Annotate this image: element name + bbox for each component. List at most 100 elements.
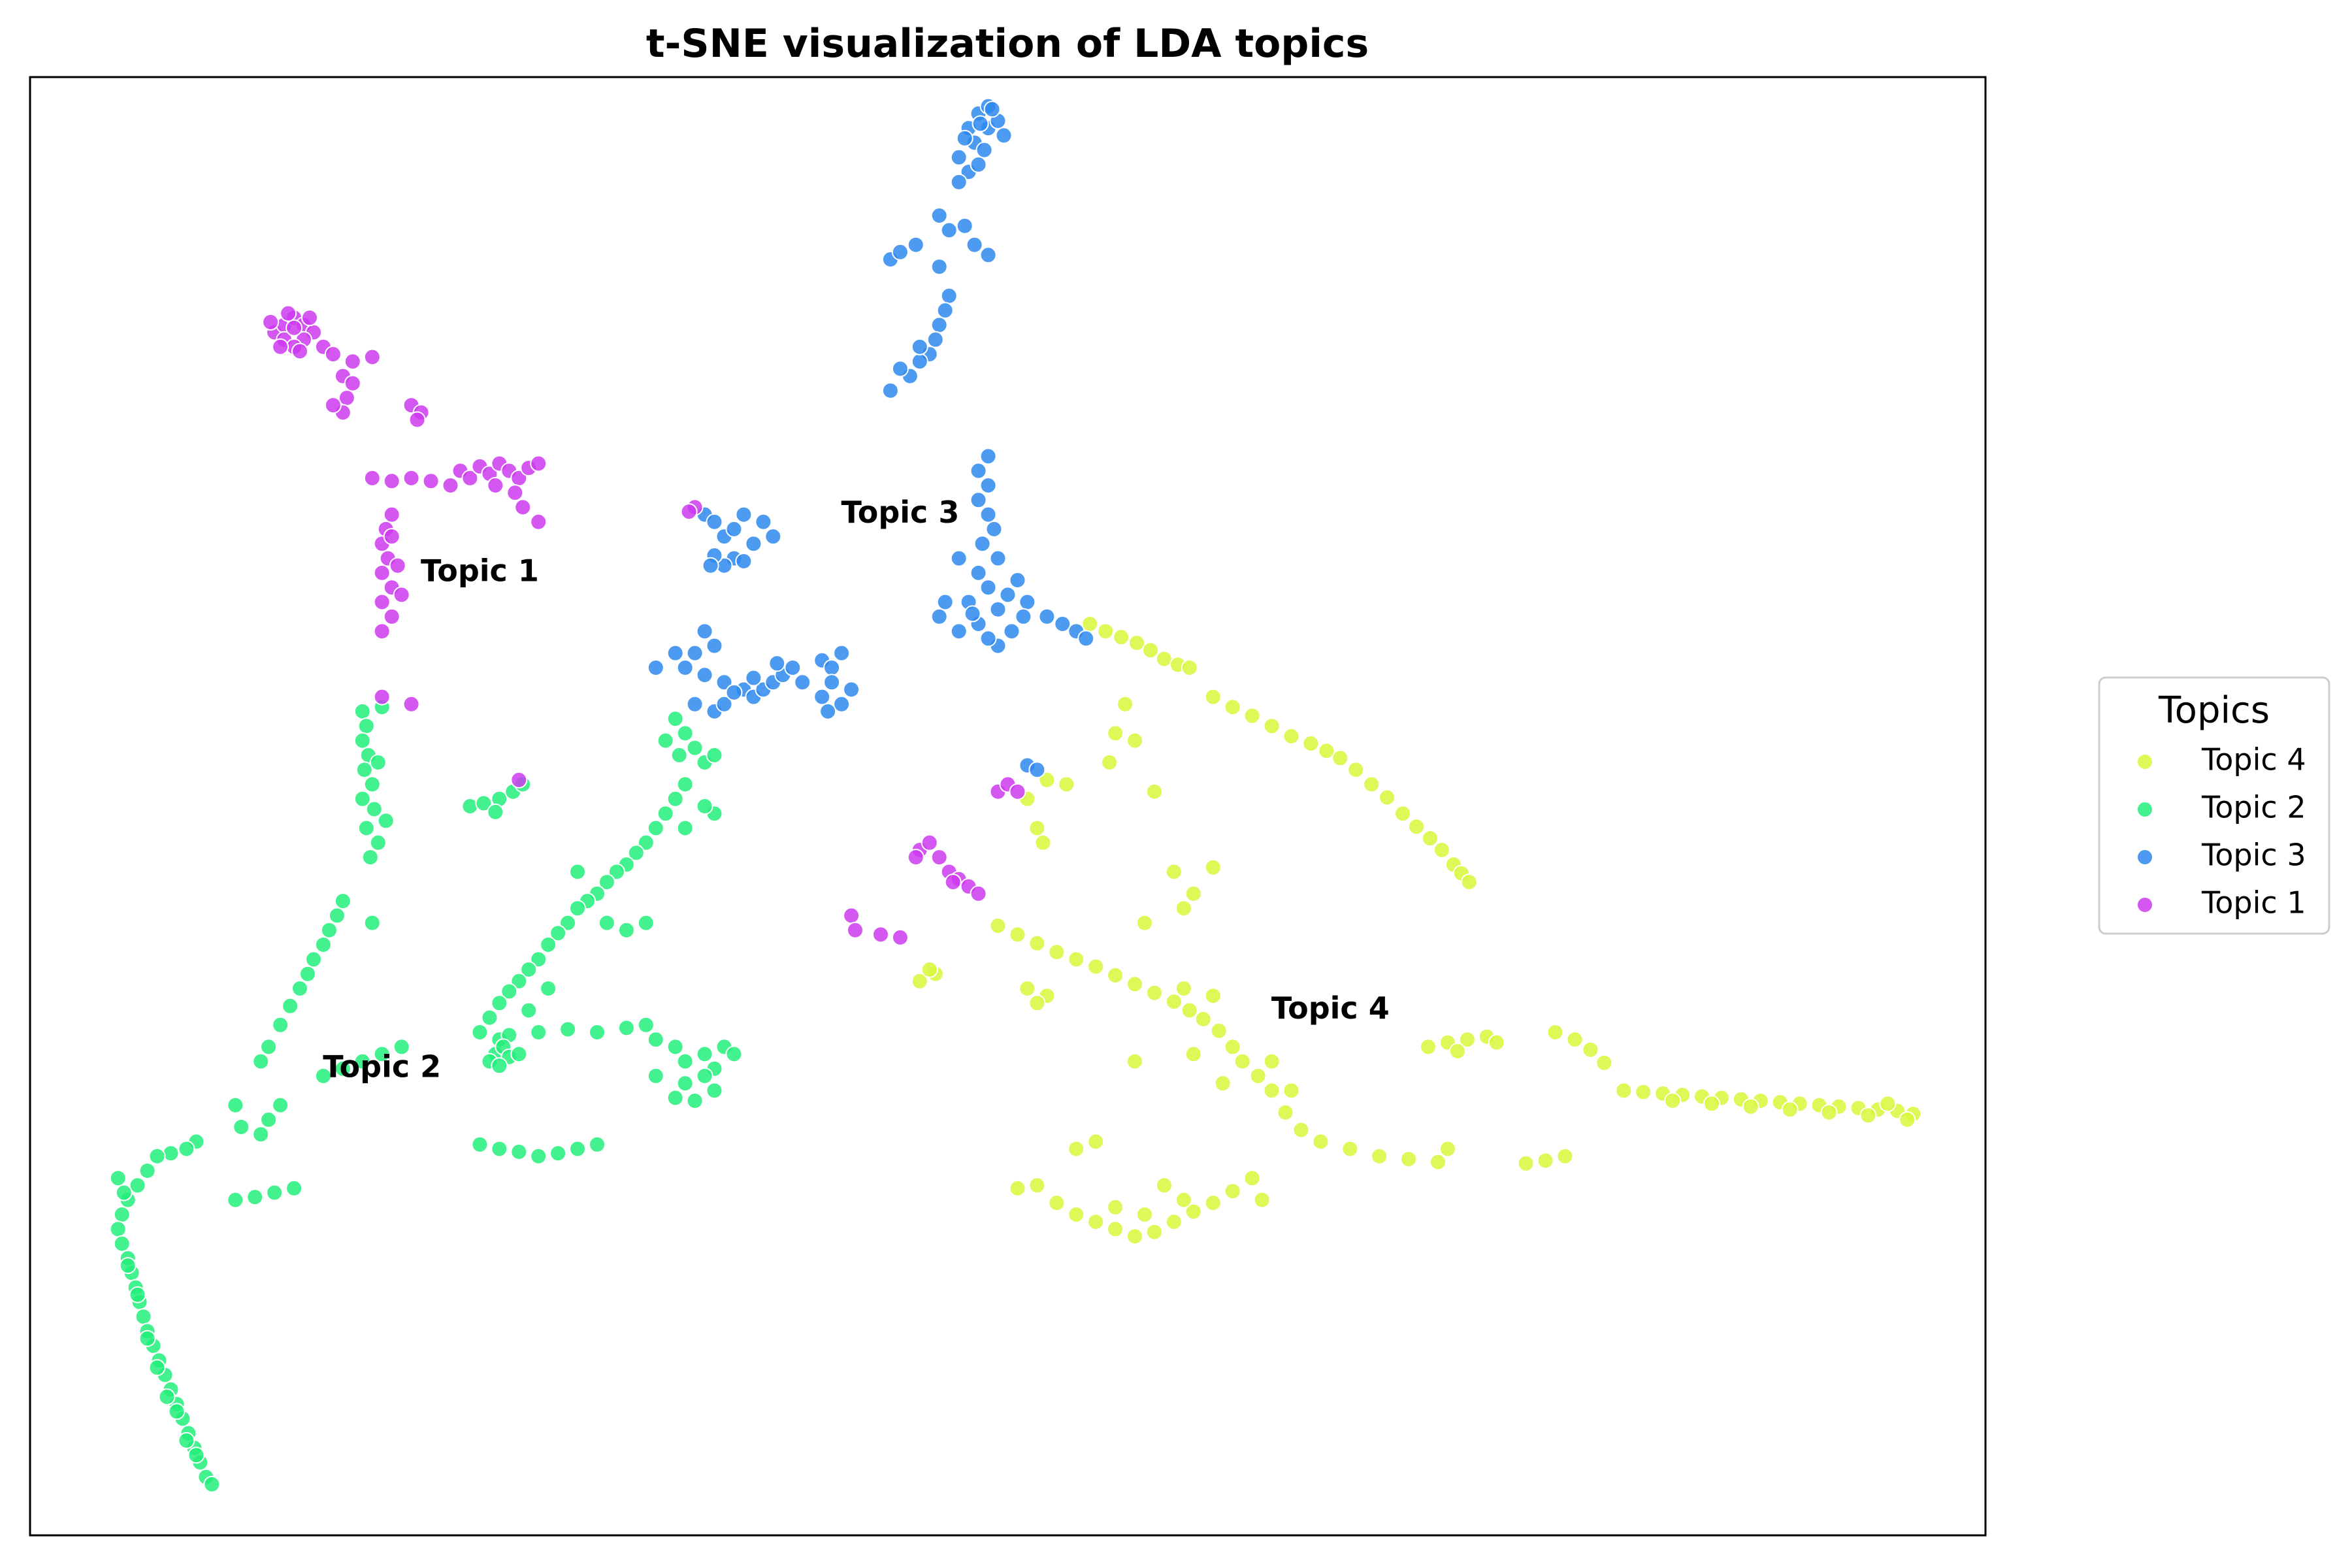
topic-4-point <box>1264 1083 1280 1098</box>
topic-2-point <box>697 798 713 814</box>
topic-1-point <box>263 314 278 330</box>
topic-3-point <box>727 685 742 700</box>
topic-1-point <box>384 507 400 523</box>
topic-3-point <box>908 237 924 253</box>
topic-2-point <box>292 981 308 996</box>
topic-1-point <box>345 376 361 391</box>
topic-3-point <box>892 244 908 260</box>
topic-3-point <box>941 288 957 304</box>
topic-4-point <box>1137 1207 1152 1222</box>
topic-4-point <box>1010 1181 1026 1196</box>
topic-1-point <box>423 473 439 489</box>
topic-3-point <box>703 558 719 574</box>
topic-1-point <box>908 849 924 865</box>
topic-1-point <box>384 529 400 544</box>
topic-4-point <box>1186 886 1201 902</box>
topic-4-point <box>1225 1183 1241 1199</box>
topic-2-point <box>150 1360 165 1375</box>
topic-2-point <box>678 725 693 741</box>
topic-1-point <box>507 485 523 500</box>
topic-1-point <box>681 504 697 519</box>
topic-4-point <box>1538 1152 1554 1168</box>
topic-3-point <box>1000 587 1016 602</box>
topic-3-point <box>745 670 761 686</box>
topic-4-point <box>1567 1032 1583 1047</box>
topic-4-point <box>1860 1107 1876 1123</box>
topic-3-point <box>727 521 742 537</box>
topic-4-point <box>1205 860 1221 875</box>
topic-2-point <box>253 1054 269 1070</box>
topic-2-point <box>335 893 351 909</box>
topic-4-point <box>1088 1134 1103 1149</box>
topic-2-point <box>540 937 556 953</box>
topic-1-point <box>873 926 889 942</box>
topic-3-point <box>981 247 996 263</box>
topic-4-point <box>1166 864 1182 879</box>
topic-4-point <box>1616 1083 1631 1098</box>
topic-2-point <box>521 1003 536 1019</box>
legend-title: Topics <box>2158 689 2270 732</box>
legend: Topics Topic 4Topic 2Topic 3Topic 1 <box>2099 678 2329 934</box>
topic-2-point <box>282 998 298 1014</box>
topic-4-point <box>1371 1149 1387 1164</box>
topic-1-point <box>511 772 527 788</box>
topic-2-point <box>140 1331 155 1347</box>
topic-3-point <box>971 565 987 581</box>
topic-2-point <box>511 1046 527 1062</box>
topic-4-point <box>1303 736 1318 751</box>
topic-3-point <box>975 536 990 551</box>
topic-2-point <box>321 923 337 938</box>
topic-4-point <box>1029 821 1045 836</box>
topic-3-point <box>928 332 943 348</box>
legend-label-topic-1: Topic 1 <box>2201 885 2306 921</box>
topic-2-point <box>589 1024 605 1040</box>
topic-1-point <box>374 623 390 639</box>
topic-2-point <box>697 1068 713 1084</box>
topic-2-point <box>253 1126 269 1142</box>
legend-marker-topic-2 <box>2137 802 2153 817</box>
topic-4-point <box>1665 1093 1680 1109</box>
topic-3-point <box>736 507 751 523</box>
topic-3-point <box>932 609 947 625</box>
topic-3-point <box>912 353 928 369</box>
topic-1-point <box>272 339 288 355</box>
topic-2-point <box>550 1145 566 1161</box>
topic-2-point <box>707 747 723 763</box>
topic-4-point <box>1880 1096 1895 1111</box>
topic-1-point <box>292 344 308 359</box>
topic-4-point <box>1107 1221 1123 1237</box>
topic-4-point <box>1182 660 1198 676</box>
topic-1-point <box>384 473 400 489</box>
topic-4-point <box>1250 1068 1266 1084</box>
annotation-topic-2: Topic 2 <box>323 1049 441 1084</box>
topic-2-point <box>482 1010 497 1026</box>
topic-4-point <box>1107 1200 1123 1215</box>
topic-4-point <box>1205 689 1221 705</box>
topic-4-point <box>1225 1039 1241 1054</box>
topic-2-point <box>648 1068 664 1084</box>
topic-3-point <box>843 681 859 697</box>
topic-1-point <box>325 346 341 362</box>
topic-2-point <box>272 1098 288 1113</box>
topic-2-point <box>110 1221 126 1237</box>
topic-4-point <box>1596 1055 1612 1071</box>
topic-4-point <box>1245 1170 1260 1186</box>
topic-3-point <box>965 606 981 621</box>
topic-4-point <box>1205 1195 1221 1211</box>
topic-2-point <box>560 1022 576 1037</box>
topic-4-point <box>1422 830 1438 846</box>
topic-2-point <box>378 813 394 828</box>
topic-4-point <box>1254 1192 1270 1208</box>
topic-4-point <box>1440 1141 1456 1157</box>
topic-2-point <box>638 915 654 931</box>
topic-4-point <box>1147 985 1162 1001</box>
topic-2-point <box>678 821 693 836</box>
topic-4-point <box>1019 981 1035 996</box>
topic-1-point <box>971 886 987 902</box>
topic-2-point <box>462 798 478 814</box>
topic-4-point <box>1058 777 1074 792</box>
topic-3-point <box>932 317 947 333</box>
topic-4-point <box>1782 1102 1798 1117</box>
topic-3-point <box>765 529 781 544</box>
topic-2-point <box>227 1098 243 1113</box>
